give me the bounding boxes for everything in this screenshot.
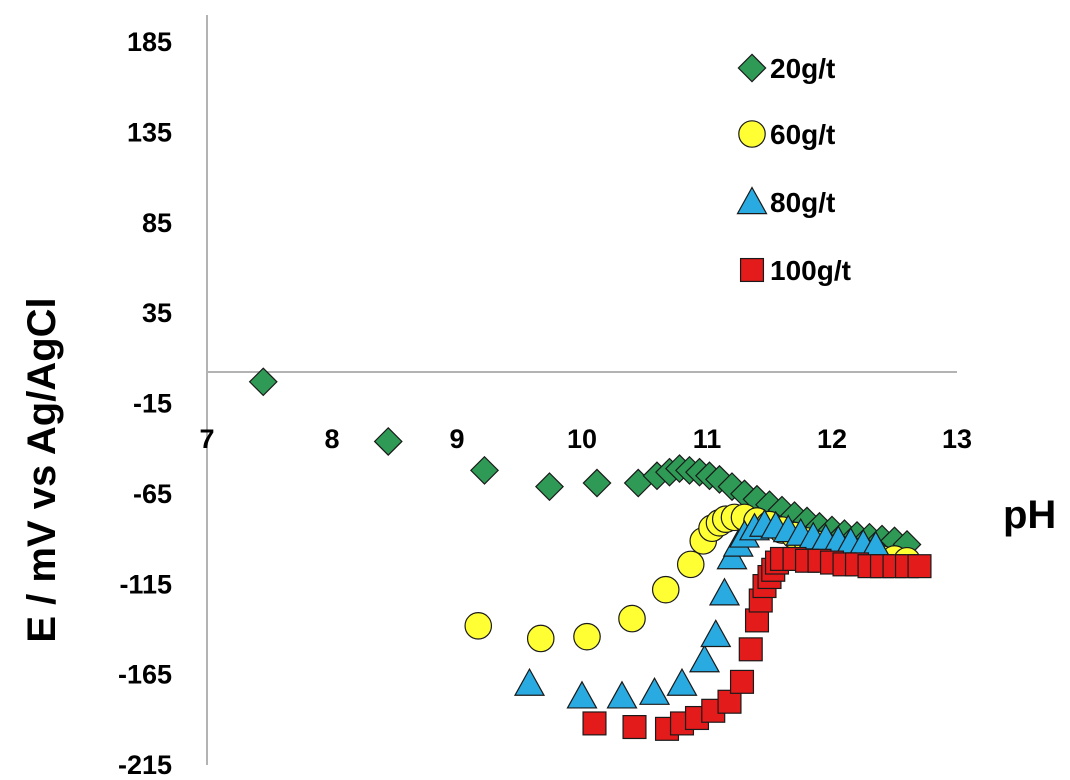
- y-tick-label: -115: [119, 569, 172, 599]
- data-point-60g-t: [618, 604, 646, 633]
- data-point-100g-t: [729, 669, 755, 694]
- x-tick-label: 11: [693, 424, 722, 454]
- legend-label: 20g/t: [770, 53, 835, 84]
- x-tick-label: 7: [199, 424, 214, 454]
- y-tick-label: -215: [118, 750, 172, 780]
- legend-label: 80g/t: [770, 187, 835, 218]
- y-axis-title: E / mV vs Ag/AgCl: [20, 297, 64, 642]
- data-point-20g-t: [535, 472, 564, 502]
- data-markers: [248, 367, 932, 741]
- x-tick-label: 13: [942, 424, 972, 454]
- data-point-100g-t: [582, 711, 607, 736]
- y-tick-label: 85: [142, 208, 172, 238]
- data-point-60g-t: [573, 622, 601, 651]
- data-point-80g-t: [700, 619, 732, 648]
- data-point-60g-t: [464, 612, 493, 640]
- data-point-80g-t: [666, 667, 698, 696]
- data-point-60g-t: [676, 550, 705, 579]
- data-point-20g-t: [373, 426, 403, 456]
- y-tick-label: -15: [133, 389, 172, 419]
- data-point-20g-t: [470, 455, 499, 485]
- legend-marker: [739, 257, 765, 283]
- data-point-20g-t: [248, 367, 278, 397]
- data-point-80g-t: [606, 680, 638, 709]
- data-point-80g-t: [688, 644, 721, 673]
- data-point-60g-t: [651, 575, 680, 604]
- data-point-60g-t: [526, 624, 555, 653]
- data-point-20g-t: [582, 468, 612, 498]
- y-tick-label: -65: [133, 479, 172, 509]
- y-tick-label: -165: [118, 660, 172, 690]
- data-point-80g-t: [513, 667, 546, 696]
- legend-marker: [738, 120, 766, 148]
- x-axis-title: pH: [1003, 493, 1056, 537]
- data-point-100g-t: [622, 715, 647, 740]
- legend-label: 60g/t: [770, 119, 835, 150]
- y-tick-labels: 185 135 85 35 -15 -65 -115 -165 -215: [118, 27, 172, 780]
- y-tick-label: 185: [127, 27, 172, 57]
- x-tick-label: 9: [449, 424, 464, 454]
- legend-marker: [737, 53, 767, 83]
- x-tick-label: 12: [817, 424, 847, 454]
- legend: 20g/t 60g/t 80g/t 100g/t: [736, 53, 851, 286]
- data-point-100g-t: [907, 554, 932, 579]
- legend-label: 100g/t: [770, 255, 851, 286]
- y-tick-label: 35: [142, 298, 172, 328]
- data-point-80g-t: [566, 680, 598, 709]
- x-tick-label: 10: [567, 424, 597, 454]
- legend-marker: [736, 186, 768, 215]
- data-point-100g-t: [738, 637, 763, 662]
- x-tick-labels: 7 8 9 10 11 12 13: [199, 424, 972, 454]
- x-tick-label: 8: [324, 424, 339, 454]
- data-point-100g-t: [717, 689, 742, 714]
- data-point-80g-t: [708, 577, 741, 606]
- data-point-80g-t: [638, 676, 671, 705]
- y-tick-label: 135: [127, 117, 172, 147]
